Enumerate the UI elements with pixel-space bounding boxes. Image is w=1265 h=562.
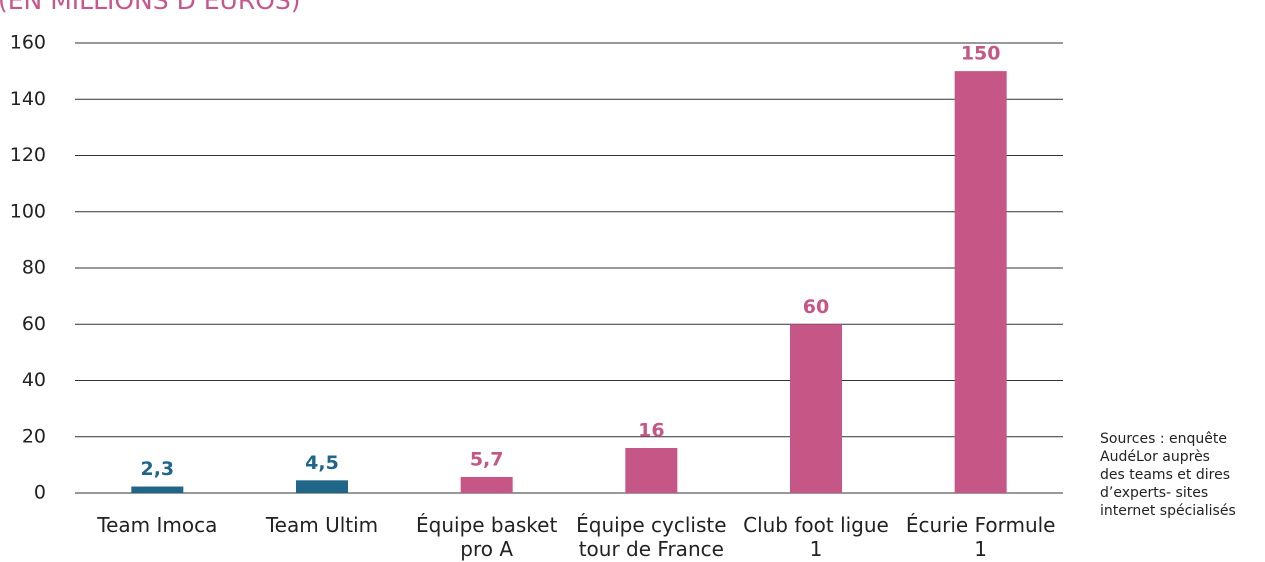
source-line: AudéLor auprès — [1100, 449, 1210, 465]
x-tick-label: Équipe cycliste tour de France — [576, 513, 727, 561]
x-tick-label: Équipe basket pro A — [416, 513, 558, 561]
source-line: d’experts- sites — [1100, 485, 1209, 501]
source-note: Sources : enquête AudéLor auprès des teams… — [1100, 430, 1236, 520]
x-tick-label: Team Ultim — [265, 513, 379, 537]
bar — [790, 324, 842, 493]
y-tick-label: 40 — [22, 369, 46, 391]
y-tick-label: 120 — [10, 144, 46, 166]
value-label: 2,3 — [140, 458, 174, 480]
x-tick-label: Écurie Formule 1 — [905, 513, 1056, 561]
value-label: 16 — [638, 420, 664, 442]
y-tick-label: 60 — [22, 313, 46, 335]
value-label: 5,7 — [470, 448, 504, 470]
source-line: internet spécialisés — [1100, 503, 1236, 519]
y-tick-label: 140 — [10, 88, 46, 110]
value-label: 4,5 — [305, 452, 339, 474]
bar — [954, 71, 1007, 493]
y-tick-label: 160 — [10, 32, 46, 54]
source-line: des teams et dires — [1100, 467, 1230, 483]
source-line: Sources : enquête — [1100, 431, 1227, 447]
bar — [131, 486, 184, 493]
chart-title: (EN MILLIONS D’EUROS) — [0, 0, 301, 15]
bar — [625, 448, 678, 493]
bar — [460, 476, 513, 493]
y-tick-label: 20 — [22, 425, 46, 447]
y-tick-label: 100 — [10, 200, 46, 222]
x-tick-label: Team Imoca — [97, 513, 218, 537]
x-tick-label: Club foot ligue 1 — [743, 513, 889, 561]
y-tick-label: 0 — [34, 482, 46, 504]
y-tick-label: 80 — [22, 257, 46, 279]
value-label: 60 — [803, 296, 829, 318]
bar — [296, 480, 348, 493]
value-label: 150 — [961, 43, 1001, 65]
